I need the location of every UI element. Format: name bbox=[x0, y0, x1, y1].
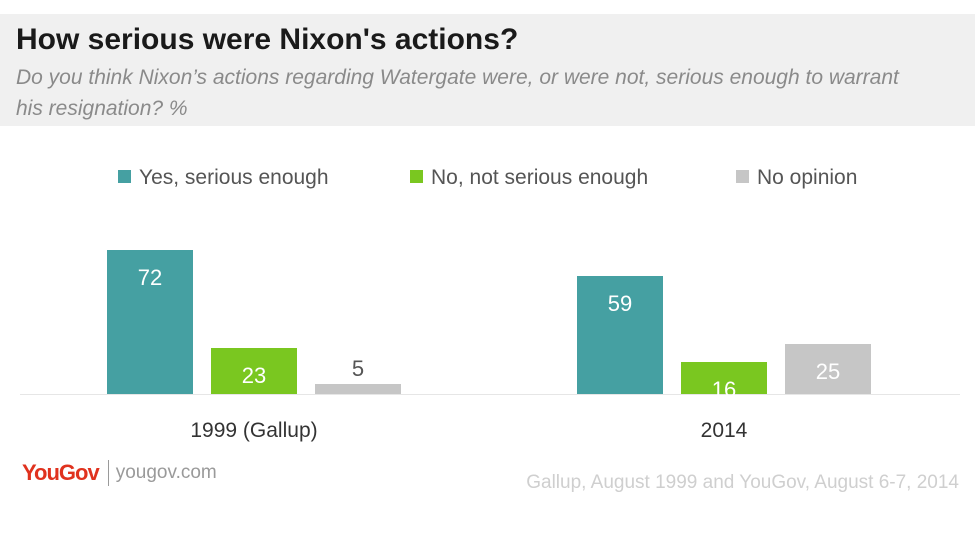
chart-title: How serious were Nixon's actions? bbox=[16, 23, 519, 56]
logo-brand: YouGov bbox=[22, 460, 100, 485]
chart-subtitle: Do you think Nixon’s actions regarding W… bbox=[16, 66, 899, 120]
legend-label-yes-serious-enough: Yes, serious enough bbox=[139, 166, 329, 189]
bar-1999-gallup-no-opinion bbox=[315, 384, 401, 394]
bar-1999-gallup-no-not-serious-enough bbox=[211, 348, 297, 394]
data-label-1999-gallup-yes-serious-enough: 72 bbox=[138, 265, 162, 290]
logo-divider bbox=[107, 460, 109, 486]
legend-swatch-no-opinion bbox=[736, 170, 749, 183]
bar-2014-yes-serious-enough bbox=[577, 276, 663, 394]
data-label-2014-no-not-serious-enough: 16 bbox=[712, 377, 736, 402]
legend-label-no-opinion: No opinion bbox=[757, 166, 857, 189]
data-label-2014-yes-serious-enough: 59 bbox=[608, 291, 632, 316]
category-label-2014: 2014 bbox=[701, 419, 748, 442]
bar-2014-no-opinion bbox=[785, 344, 871, 394]
data-label-1999-gallup-no-not-serious-enough: 23 bbox=[242, 363, 266, 388]
legend-label-no-not-serious-enough: No, not serious enough bbox=[431, 166, 648, 189]
logo-url: yougov.com bbox=[115, 462, 217, 483]
yougov-logo: YouGov yougov.com bbox=[22, 458, 217, 488]
legend-swatch-yes-serious-enough bbox=[118, 170, 131, 183]
bar-1999-gallup-yes-serious-enough bbox=[107, 250, 193, 394]
data-label-1999-gallup-no-opinion: 5 bbox=[352, 356, 364, 381]
legend-swatch-no-not-serious-enough bbox=[410, 170, 423, 183]
category-label-1999-gallup: 1999 (Gallup) bbox=[190, 419, 317, 442]
data-label-2014-no-opinion: 25 bbox=[816, 359, 840, 384]
header-banner bbox=[0, 14, 975, 126]
source-note: Gallup, August 1999 and YouGov, August 6… bbox=[526, 472, 959, 493]
bar-2014-no-not-serious-enough bbox=[681, 362, 767, 394]
